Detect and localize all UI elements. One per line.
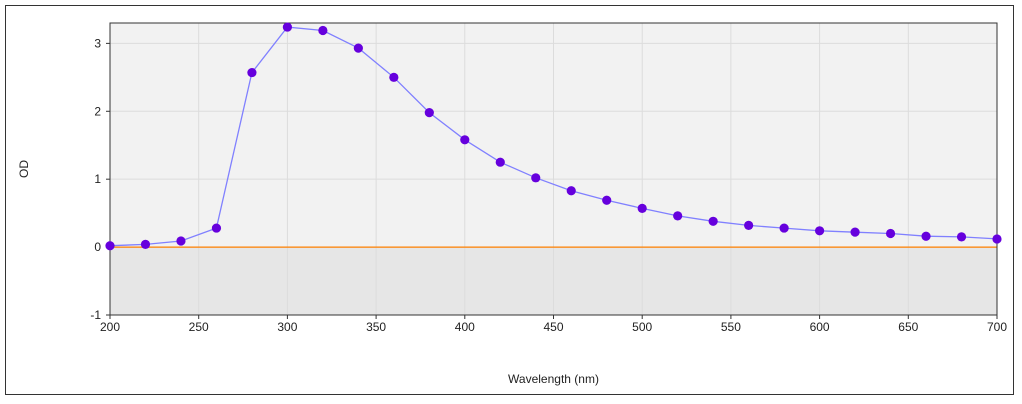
y-axis: -1 0 1 2 3 — [90, 36, 110, 322]
x-tick-label: 300 — [277, 320, 297, 334]
x-tick-label: 350 — [366, 320, 386, 334]
y-tick-label: 1 — [94, 172, 101, 186]
data-point — [211, 223, 222, 233]
data-point — [602, 195, 612, 205]
data-point — [956, 232, 967, 242]
series-markers — [105, 22, 1002, 251]
data-point — [637, 203, 647, 213]
data-point — [495, 157, 505, 167]
data-point — [708, 216, 718, 226]
data-point — [566, 186, 576, 196]
data-point — [779, 223, 789, 233]
x-tick-label: 650 — [898, 320, 918, 334]
series-line-od — [109, 26, 998, 247]
data-point — [815, 226, 825, 236]
y-tick-label: 3 — [94, 36, 101, 50]
data-point — [247, 67, 257, 78]
data-point — [992, 234, 1002, 244]
data-point — [744, 220, 754, 230]
data-point — [850, 227, 860, 237]
data-point — [460, 135, 470, 145]
data-point — [140, 239, 151, 249]
y-tick-label: -1 — [90, 308, 101, 322]
x-tick-label: 250 — [189, 320, 209, 334]
data-point — [531, 173, 541, 183]
data-point — [282, 22, 292, 32]
x-tick-label: 500 — [632, 320, 652, 334]
data-point — [424, 108, 434, 118]
y-tick-label: 0 — [94, 240, 101, 254]
x-axis: 200 250 300 350 400 450 500 550 600 650 700 — [100, 315, 1007, 334]
x-axis-title: Wavelength (nm) — [508, 372, 599, 386]
x-tick-label: 600 — [810, 320, 830, 334]
data-point — [105, 241, 115, 251]
data-point — [318, 25, 328, 36]
y-axis-title: OD — [17, 160, 31, 178]
data-point — [353, 43, 363, 53]
data-point — [921, 231, 931, 241]
data-point — [176, 236, 186, 246]
data-point — [885, 228, 896, 239]
data-point — [389, 72, 399, 82]
data-point — [673, 211, 683, 221]
x-tick-label: 200 — [100, 320, 120, 334]
x-tick-label: 550 — [721, 320, 741, 334]
x-tick-label: 400 — [455, 320, 475, 334]
x-tick-label: 700 — [987, 320, 1007, 334]
y-tick-label: 2 — [94, 104, 101, 118]
x-tick-label: 450 — [543, 320, 563, 334]
